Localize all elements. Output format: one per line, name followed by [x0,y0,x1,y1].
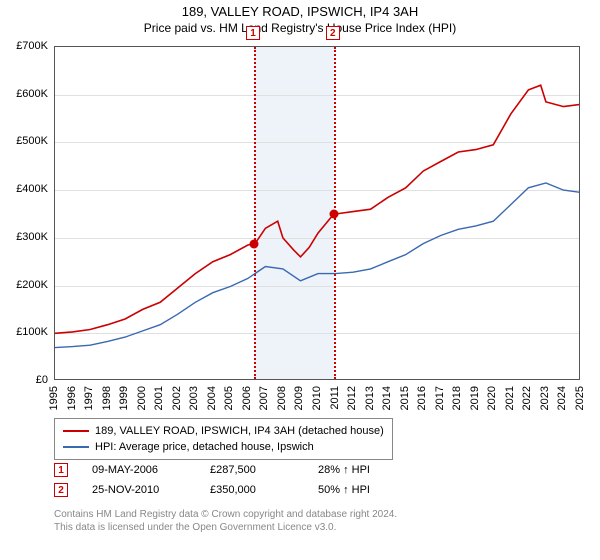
event-marker-box: 2 [54,483,68,497]
y-tick-label: £200K [0,279,48,291]
x-tick-label: 2001 [153,386,165,410]
x-tick-label: 2005 [223,386,235,410]
x-tick-label: 2018 [451,386,463,410]
event-date: 25-NOV-2010 [92,484,192,496]
plot-area [54,46,580,380]
hpi-line [55,183,580,348]
x-tick-label: 2019 [469,386,481,410]
line-canvas [55,47,580,380]
x-tick-label: 2006 [241,386,253,410]
events-table: 1 09-MAY-2006 £287,500 28% ↑ HPI 2 25-NO… [54,460,370,500]
x-tick-label: 2008 [276,386,288,410]
titles-block: 189, VALLEY ROAD, IPSWICH, IP4 3AH Price… [0,0,600,35]
x-tick-label: 2007 [258,386,270,410]
event-date: 09-MAY-2006 [92,464,192,476]
footer-line: Contains HM Land Registry data © Crown c… [54,508,397,521]
y-tick-label: £500K [0,135,48,147]
legend-label: 189, VALLEY ROAD, IPSWICH, IP4 3AH (deta… [95,425,384,437]
chart-container: 189, VALLEY ROAD, IPSWICH, IP4 3AH Price… [0,0,600,560]
footer-line: This data is licensed under the Open Gov… [54,521,397,534]
legend-swatch-red [63,430,89,432]
x-tick-label: 2021 [504,386,516,410]
legend: 189, VALLEY ROAD, IPSWICH, IP4 3AH (deta… [54,418,393,460]
footer: Contains HM Land Registry data © Crown c… [54,508,397,534]
y-tick-label: £0 [0,374,48,386]
marker-label-box: 1 [246,26,260,40]
x-tick-label: 1999 [118,386,130,410]
event-delta: 50% ↑ HPI [318,484,370,496]
x-tick-label: 1995 [48,386,60,410]
price-paid-line [55,85,580,333]
event-price: £350,000 [210,484,300,496]
x-tick-label: 2020 [486,386,498,410]
y-tick-label: £600K [0,88,48,100]
x-tick-label: 2013 [364,386,376,410]
x-tick-label: 2017 [434,386,446,410]
x-tick-label: 2003 [188,386,200,410]
x-tick-label: 2015 [399,386,411,410]
x-tick-label: 1996 [66,386,78,410]
y-tick-label: £300K [0,231,48,243]
event-row: 1 09-MAY-2006 £287,500 28% ↑ HPI [54,460,370,480]
x-tick-label: 2000 [136,386,148,410]
x-tick-label: 2004 [206,386,218,410]
chart-subtitle: Price paid vs. HM Land Registry's House … [0,21,600,35]
x-tick-label: 2024 [556,386,568,410]
x-tick-label: 2009 [293,386,305,410]
x-tick-label: 1997 [83,386,95,410]
x-tick-label: 2002 [171,386,183,410]
x-tick-label: 2016 [416,386,428,410]
x-tick-label: 2025 [574,386,586,410]
legend-item: HPI: Average price, detached house, Ipsw… [63,439,384,455]
legend-swatch-blue [63,446,89,448]
x-tick-label: 2010 [311,386,323,410]
chart-title: 189, VALLEY ROAD, IPSWICH, IP4 3AH [0,4,600,19]
chart-area: £0£100K£200K£300K£400K£500K£600K£700K199… [54,46,580,380]
x-tick-label: 2012 [346,386,358,410]
x-tick-label: 2022 [521,386,533,410]
x-tick-label: 2014 [381,386,393,410]
y-tick-label: £400K [0,183,48,195]
y-tick-label: £100K [0,326,48,338]
legend-item: 189, VALLEY ROAD, IPSWICH, IP4 3AH (deta… [63,423,384,439]
marker-label-box: 2 [326,26,340,40]
event-row: 2 25-NOV-2010 £350,000 50% ↑ HPI [54,480,370,500]
sale-dot [250,239,259,248]
sale-dot [329,210,338,219]
x-tick-label: 2011 [329,386,341,410]
y-tick-label: £700K [0,40,48,52]
x-tick-label: 1998 [101,386,113,410]
event-delta: 28% ↑ HPI [318,464,370,476]
x-tick-label: 2023 [539,386,551,410]
event-marker-box: 1 [54,463,68,477]
event-price: £287,500 [210,464,300,476]
legend-label: HPI: Average price, detached house, Ipsw… [95,441,314,453]
